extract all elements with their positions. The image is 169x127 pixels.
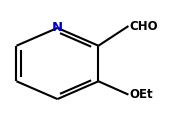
Text: CHO: CHO [129,20,158,33]
Text: N: N [52,21,63,34]
Text: OEt: OEt [129,88,153,101]
